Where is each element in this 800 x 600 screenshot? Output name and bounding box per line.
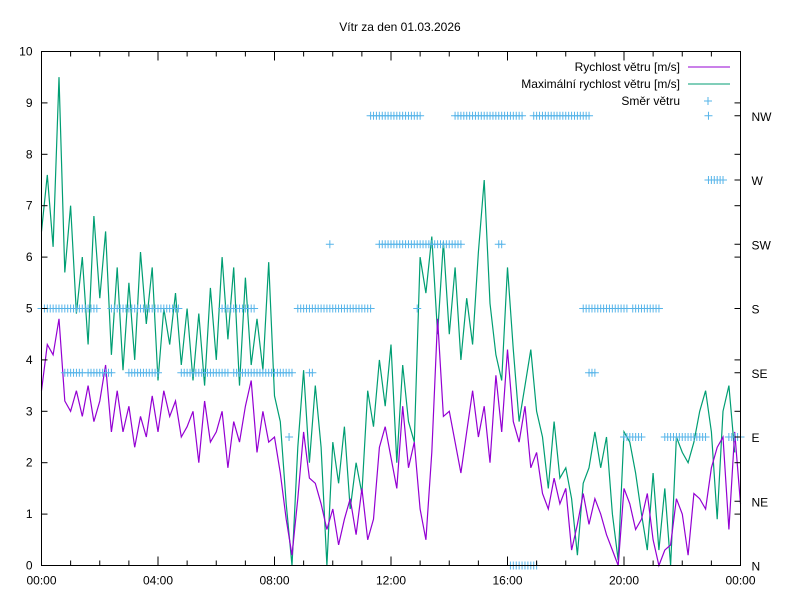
x-tick-label: 04:00 [143,574,173,588]
y-tick-label: 8 [26,147,33,161]
axes-layer: 0 1 2 3 4 5 6 7 8 9 10 N NE E SE S SW W NW 00:00 04:00 08:00 1… [19,45,772,588]
y2-tick-label: SW [752,238,772,252]
y-tick-label: 3 [26,404,33,418]
legend: Rychlost větru [m/s] Maximální rychlost … [521,60,730,108]
y-tick-label: 2 [26,456,33,470]
direction-point [413,304,422,313]
direction-point [654,304,663,313]
y2-tick-label: N [752,560,761,574]
x-tick-label: 00:00 [26,574,56,588]
direction-point [174,304,183,313]
direction-point [518,111,527,120]
y-tick-label: 5 [26,302,33,316]
y2-tick-label: SE [752,367,768,381]
direction-point [637,433,646,441]
y-tick-label: 1 [26,507,33,521]
y-tick-label: 7 [26,199,33,213]
direction-point [154,368,162,377]
direction-point [701,433,710,441]
legend-label-gust: Maximální rychlost větru [m/s] [521,77,680,91]
direction-point [590,368,599,377]
gust-speed-line [40,77,736,566]
x-tick-label: 00:00 [725,574,755,588]
legend-swatch-direction [704,97,712,105]
direction-point [308,368,317,377]
legend-label-direction: Směr větru [621,94,680,108]
y2-tick-label: W [752,174,764,188]
direction-point [456,240,465,249]
y-tick-label: 0 [26,559,33,573]
chart-title: Vítr za den 01.03.2026 [339,20,461,34]
direction-point [250,304,259,313]
y2-tick-label: S [752,303,760,317]
direction-point [416,111,425,120]
x-tick-label: 20:00 [609,574,639,588]
direction-point [585,111,594,120]
y2-tick-label: NW [752,110,773,124]
y2-tick-label: NE [752,495,769,509]
direction-point [497,240,506,249]
y-tick-label: 4 [26,353,33,367]
x-tick-label: 16:00 [492,574,522,588]
direction-point [107,368,116,377]
x-tick-label: 12:00 [376,574,406,588]
legend-label-speed: Rychlost větru [m/s] [575,60,680,74]
y-tick-label: 9 [26,96,33,110]
direction-point [325,240,334,249]
direction-point [704,111,713,120]
series-layer [37,77,745,570]
direction-point [285,433,294,441]
y-tick-label: 6 [26,250,33,264]
y-tick-label: 10 [19,45,33,59]
y2-tick-label: E [752,431,760,445]
direction-point [719,176,728,184]
direction-point [366,304,375,313]
x-tick-label: 08:00 [259,574,289,588]
direction-point [92,304,101,313]
wind-speed-line [40,318,742,568]
direction-point [287,368,296,377]
